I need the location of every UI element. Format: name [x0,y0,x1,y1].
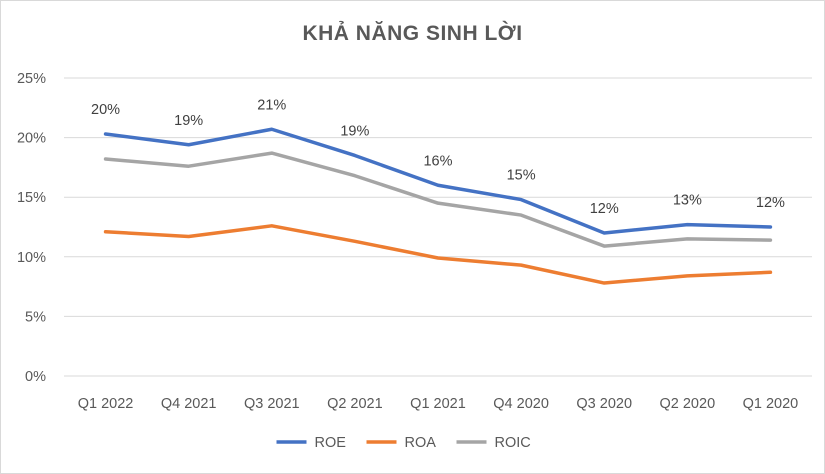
data-label: 15% [507,168,536,184]
series-line-roic [103,151,773,248]
y-tick-label: 20% [17,131,46,147]
x-tick-label: Q1 2022 [78,396,134,412]
x-tick-label: Q2 2020 [660,396,716,412]
legend-label-roic: ROIC [495,435,531,451]
x-tick-label: Q1 2021 [410,396,466,412]
data-label: 13% [673,193,702,209]
data-label: 12% [756,195,785,211]
x-tick-label: Q3 2020 [576,396,632,412]
y-axis-ticks: 0% 5% 10% 15% 20% 25% [17,71,46,385]
series-line-roa [103,224,773,285]
x-tick-label: Q1 2020 [743,396,799,412]
y-tick-label: 15% [17,190,46,206]
series-lines [103,127,773,285]
y-tick-label: 5% [25,309,46,325]
chart-title: KHẢ NĂNG SINH LỜI [302,22,523,45]
legend: ROE ROA ROIC [276,435,531,451]
data-label: 20% [91,102,120,118]
legend-label-roe: ROE [315,435,347,451]
data-labels: 20% 19% 21% 19% 16% 15% 12% 13% 12% [91,97,785,217]
x-tick-label: Q4 2020 [493,396,549,412]
y-tick-label: 25% [17,71,46,87]
x-tick-label: Q2 2021 [327,396,383,412]
data-label: 16% [423,153,452,169]
y-tick-label: 0% [25,369,46,385]
x-axis-ticks: Q1 2022 Q4 2021 Q3 2021 Q2 2021 Q1 2021 Q4 20… [78,396,799,412]
series-line-roe [103,127,773,235]
x-tick-label: Q3 2021 [244,396,300,412]
data-label: 21% [257,97,286,113]
data-label: 19% [174,113,203,129]
legend-label-roa: ROA [405,435,437,451]
data-label: 19% [340,123,369,139]
data-label: 12% [590,201,619,217]
y-tick-label: 10% [17,250,46,266]
x-tick-label: Q4 2021 [161,396,217,412]
